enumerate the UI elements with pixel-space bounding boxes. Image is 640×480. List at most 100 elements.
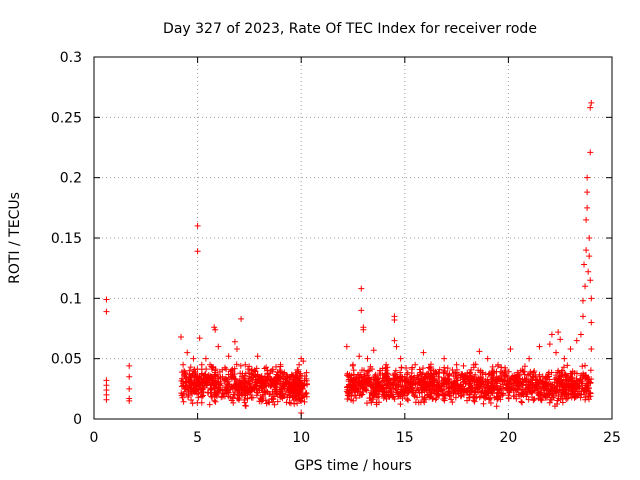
data-point <box>530 369 537 376</box>
data-point <box>517 367 524 374</box>
data-point <box>238 315 245 322</box>
data-point <box>461 378 468 385</box>
data-point <box>569 368 576 375</box>
data-point <box>581 261 588 268</box>
data-point <box>563 395 570 402</box>
data-point <box>499 385 506 392</box>
data-point <box>208 386 215 393</box>
data-point <box>489 363 496 370</box>
data-point <box>476 348 483 355</box>
data-point <box>421 399 428 406</box>
data-point <box>562 383 569 390</box>
data-point <box>506 389 513 396</box>
data-point <box>529 379 536 386</box>
data-point <box>297 397 304 404</box>
data-point <box>262 380 269 387</box>
data-point <box>489 389 496 396</box>
data-point <box>233 346 240 353</box>
data-point <box>352 392 359 399</box>
data-point <box>497 396 504 403</box>
data-point <box>393 377 400 384</box>
data-point <box>409 364 416 371</box>
data-point <box>360 384 367 391</box>
data-point <box>390 381 397 388</box>
data-point <box>245 377 252 384</box>
data-point <box>269 391 276 398</box>
data-point <box>375 387 382 394</box>
data-point <box>184 379 191 386</box>
data-point <box>251 384 258 391</box>
data-point <box>518 398 525 405</box>
data-point <box>294 400 301 407</box>
data-point <box>178 390 185 397</box>
data-point <box>458 370 465 377</box>
data-point <box>542 374 549 381</box>
data-point <box>126 397 133 404</box>
data-point <box>584 189 591 196</box>
data-point <box>347 387 354 394</box>
data-point <box>178 383 185 390</box>
data-point <box>436 374 443 381</box>
data-point <box>211 392 218 399</box>
data-point <box>458 393 465 400</box>
data-point <box>460 362 467 369</box>
data-point <box>416 381 423 388</box>
data-point <box>381 378 388 385</box>
data-point <box>359 391 366 398</box>
data-point <box>587 149 594 156</box>
data-point <box>390 376 397 383</box>
data-point <box>302 389 309 396</box>
data-point <box>561 371 568 378</box>
data-point <box>208 373 215 380</box>
data-point <box>383 361 390 368</box>
data-point <box>200 375 207 382</box>
data-point <box>483 384 490 391</box>
x-tick-label: 20 <box>499 430 517 446</box>
x-tick-label: 15 <box>396 430 414 446</box>
x-axis-label: GPS time / hours <box>294 458 411 474</box>
data-point <box>466 382 473 389</box>
data-point <box>401 373 408 380</box>
data-point <box>291 377 298 384</box>
data-point <box>283 379 290 386</box>
y-axis-label: ROTI / TECUs <box>7 192 23 284</box>
data-point <box>475 384 482 391</box>
data-point <box>540 380 547 387</box>
data-point <box>573 383 580 390</box>
data-point <box>535 395 542 402</box>
data-point <box>548 369 555 376</box>
data-point <box>507 346 514 353</box>
data-point <box>515 371 522 378</box>
data-point <box>440 396 447 403</box>
data-point <box>582 394 589 401</box>
data-point <box>541 385 548 392</box>
data-point <box>586 235 593 241</box>
data-point <box>513 395 520 402</box>
data-point <box>238 373 245 380</box>
data-point <box>401 392 408 399</box>
data-point <box>258 385 265 392</box>
data-point <box>561 355 568 362</box>
data-point <box>219 373 226 380</box>
data-point <box>222 386 229 393</box>
y-tick-label: 0.25 <box>51 110 82 126</box>
data-point <box>181 386 188 393</box>
data-point <box>371 386 378 393</box>
data-point <box>586 253 593 260</box>
data-point <box>103 296 110 303</box>
data-point <box>501 377 508 384</box>
data-point <box>560 364 567 371</box>
data-point <box>585 384 592 391</box>
data-point <box>434 378 441 385</box>
data-point <box>370 392 377 399</box>
data-point <box>267 370 274 377</box>
data-point <box>180 361 187 368</box>
data-point <box>290 394 297 401</box>
data-point <box>182 373 189 380</box>
data-point <box>457 383 464 390</box>
data-point <box>412 399 419 406</box>
data-point <box>300 358 307 365</box>
data-point <box>441 392 448 399</box>
data-point <box>397 401 404 408</box>
data-point <box>430 367 437 374</box>
